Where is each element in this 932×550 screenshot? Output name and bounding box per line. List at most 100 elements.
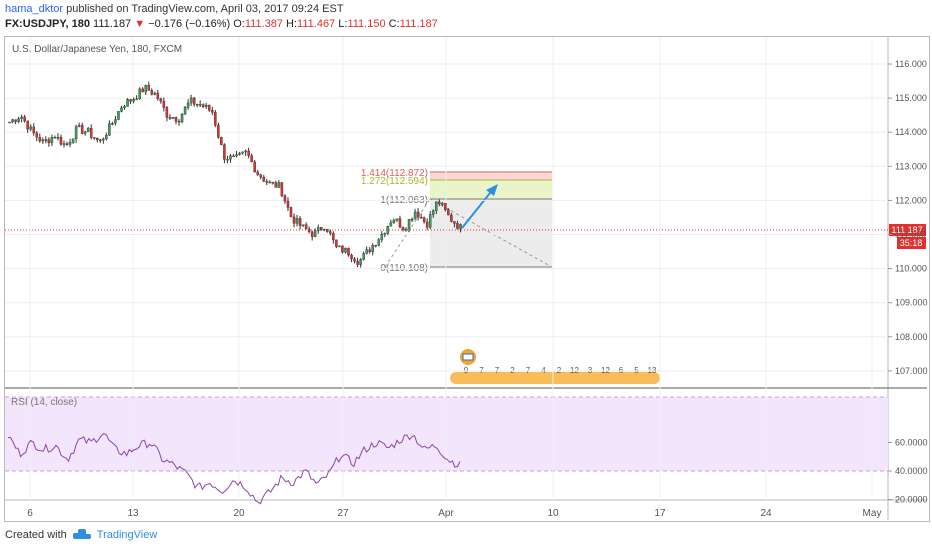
- candle-body: [14, 119, 17, 122]
- candle-body: [295, 218, 299, 224]
- candle-body: [59, 136, 63, 145]
- candle-body: [11, 119, 14, 123]
- candle-body: [338, 245, 341, 248]
- open-value: 111.387: [244, 18, 283, 30]
- candle-body: [93, 137, 96, 139]
- candle-body: [435, 201, 438, 211]
- candle-body: [259, 174, 262, 178]
- rsi-axis-label: 20.0000: [895, 495, 928, 505]
- candle-body: [395, 218, 399, 221]
- candle-body: [135, 98, 138, 101]
- candle-body: [347, 247, 350, 256]
- candle-body: [298, 218, 302, 226]
- candle-body: [301, 224, 305, 226]
- candle-body: [307, 228, 311, 233]
- candle-body: [117, 111, 120, 120]
- candle-body: [438, 201, 441, 205]
- time-axis-label: 24: [760, 508, 772, 519]
- candle-body: [102, 138, 105, 141]
- candle-body: [44, 139, 48, 141]
- candle-body: [162, 100, 166, 108]
- candle-body: [126, 99, 129, 107]
- candle-body: [17, 118, 20, 122]
- forecast-arrow[interactable]: [461, 184, 498, 229]
- events-strip[interactable]: [450, 349, 660, 384]
- candle-body: [310, 231, 314, 237]
- candle-body: [238, 152, 241, 155]
- candle-body: [380, 234, 384, 240]
- candle-body: [286, 200, 290, 208]
- candle-body: [80, 125, 84, 134]
- candle-body: [353, 258, 356, 262]
- candle-body: [99, 139, 102, 142]
- candle-body: [316, 227, 320, 232]
- open-label: O:: [233, 18, 245, 30]
- candle-body: [456, 223, 459, 229]
- candle-body: [56, 136, 60, 139]
- candle-body: [407, 218, 411, 230]
- candle-body: [171, 117, 175, 119]
- candle-body: [111, 123, 114, 125]
- low-label: L:: [338, 18, 348, 30]
- candle-body: [335, 239, 338, 247]
- candle-body: [204, 104, 208, 107]
- candle-body: [280, 182, 284, 197]
- candle-body: [419, 217, 423, 219]
- candle-body: [186, 102, 190, 108]
- candle-body: [177, 121, 181, 123]
- rsi-axis-label: 40.0000: [895, 466, 928, 476]
- candle-body: [86, 128, 90, 132]
- candle-body: [65, 143, 69, 145]
- candle-body: [250, 155, 253, 163]
- last-price-tag: [889, 224, 926, 236]
- candle-body: [359, 259, 362, 265]
- candle-body: [413, 211, 417, 220]
- candle-body: [68, 142, 72, 145]
- change-down-icon: ▼: [134, 18, 146, 30]
- candle-body: [120, 107, 123, 112]
- candle-body: [174, 117, 178, 122]
- candle-body: [71, 138, 75, 143]
- candle-body: [431, 210, 435, 215]
- candle-body: [147, 84, 150, 91]
- candle-body: [277, 182, 281, 188]
- candle-body: [459, 224, 462, 229]
- time-axis-label: 27: [337, 508, 349, 519]
- high-value: 111.467: [297, 18, 336, 30]
- candle-body: [289, 207, 293, 218]
- candle-body: [404, 228, 408, 231]
- last-price: 111.187: [93, 18, 132, 30]
- candle-body: [356, 261, 359, 265]
- candle-body: [83, 131, 87, 134]
- candle-body: [235, 154, 238, 157]
- tradingview-link[interactable]: TradingView: [96, 529, 158, 541]
- symbol-info: FX:USDJPY, 180 111.187 ▼ −0.176 (−0.16%)…: [5, 18, 438, 30]
- time-axis-label: Apr: [438, 508, 454, 519]
- candle-body: [253, 161, 256, 173]
- candle-body: [211, 110, 214, 113]
- candle-body: [386, 226, 390, 234]
- candle-body: [313, 230, 317, 237]
- candle-body: [150, 90, 154, 95]
- candle-body: [114, 119, 117, 124]
- candle-body: [244, 150, 247, 153]
- close-value: 111.187: [399, 18, 438, 30]
- candle-body: [329, 231, 332, 234]
- candle-body: [450, 214, 453, 222]
- fib-label-1272: 1.272(112.594): [361, 176, 428, 187]
- candle-body: [304, 224, 308, 230]
- candle-body: [226, 158, 229, 161]
- fibonacci-extension[interactable]: 1.414(112.872) 1.272(112.594) 1(112.063)…: [361, 168, 553, 274]
- candle-body: [274, 182, 278, 188]
- candle-body: [74, 126, 78, 140]
- candle-body: [223, 144, 226, 160]
- candle-body: [444, 203, 447, 210]
- candle-body: [195, 104, 199, 106]
- candle-body: [283, 195, 287, 202]
- candle-body: [198, 104, 202, 106]
- author-link[interactable]: hama_dktor: [5, 3, 64, 15]
- countdown-label: 35:18: [900, 238, 923, 248]
- price-axis-label: 108.000: [895, 332, 928, 342]
- candle-body: [38, 137, 42, 142]
